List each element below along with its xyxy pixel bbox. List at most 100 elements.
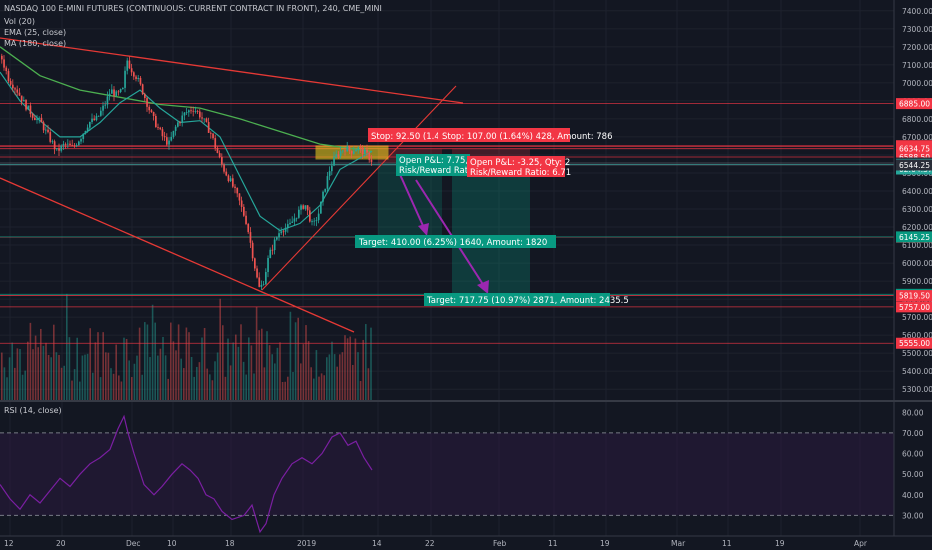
target-label-1[interactable]: Target: 410.00 (6.25%) 1640, Amount: 182… xyxy=(355,235,556,248)
candle-body xyxy=(243,206,245,216)
candle-body xyxy=(27,105,30,110)
candle-body xyxy=(317,213,320,221)
candle-body xyxy=(97,115,100,117)
volume-bar xyxy=(11,342,13,400)
volume-bar xyxy=(313,378,315,400)
candle-body xyxy=(282,231,285,233)
candle-body xyxy=(64,143,67,145)
candle-body xyxy=(278,233,280,238)
volume-bar xyxy=(172,341,175,400)
pnl-label-2-line2: Risk/Reward Ratio: 6.71 xyxy=(470,168,571,178)
volume-bar xyxy=(198,362,201,400)
volume-bar xyxy=(105,352,107,400)
pnl-label-1[interactable]: Open P&L: 7.75, Q Risk/Reward Ratio: xyxy=(396,154,479,176)
rsi-tick-label: 60.00 xyxy=(902,450,924,459)
candle-body xyxy=(265,272,267,285)
volume-bar xyxy=(79,381,81,400)
time-tick-label: Mar xyxy=(671,539,686,548)
candle-body xyxy=(337,154,340,157)
volume-bar xyxy=(175,350,177,400)
volume-bar xyxy=(144,322,146,400)
volume-bar xyxy=(279,342,281,400)
candle-body xyxy=(322,191,324,202)
candle-body xyxy=(38,117,41,119)
candle-body xyxy=(331,165,333,172)
ma-legend[interactable]: MA (180, close) xyxy=(4,39,67,48)
volume-bar xyxy=(339,354,341,400)
rising-support-trendline[interactable] xyxy=(261,85,457,291)
candle-body xyxy=(80,138,82,142)
volume-bar xyxy=(118,375,120,400)
candle-body xyxy=(313,220,316,222)
volume-bar xyxy=(203,327,206,400)
candle-body xyxy=(117,91,120,93)
time-tick-label: 19 xyxy=(775,539,785,548)
stop-label-2[interactable]: Stop: 107.00 (1.64%) 428, Amount: 786 xyxy=(438,128,613,142)
volume-bar xyxy=(211,380,214,400)
candle-body xyxy=(40,117,43,123)
time-axis[interactable]: 12 20 Dec 10 18 2019 14 22 Feb 11 19 Mar 11 19 Apr xyxy=(4,539,868,548)
stop-label-1-text: Stop: 92.50 (1.41 xyxy=(371,132,445,142)
volume-bar xyxy=(94,342,97,400)
candle-body xyxy=(29,105,32,115)
candle-body xyxy=(254,258,256,269)
volume-bar xyxy=(240,324,242,400)
candle-body xyxy=(60,145,63,151)
volume-bar xyxy=(237,346,240,400)
candle-body xyxy=(106,96,109,105)
time-tick-label: Apr xyxy=(854,539,868,548)
volume-bar xyxy=(216,352,219,400)
volume-bar xyxy=(8,357,11,400)
candle-body xyxy=(139,77,142,85)
volume-bar xyxy=(21,374,24,400)
candle-body xyxy=(108,93,111,97)
candle-body xyxy=(56,148,58,150)
candle-body xyxy=(49,132,52,142)
arrow-2-shaft xyxy=(415,179,485,287)
vol-legend[interactable]: Vol (20) xyxy=(4,17,35,26)
rsi-axis[interactable]: 80.00 70.00 60.00 50.00 40.00 30.00 xyxy=(902,408,924,520)
volume-bar xyxy=(84,354,86,400)
price-tick-label: 6200.00 xyxy=(902,223,932,232)
candle-body xyxy=(12,84,14,89)
volume-bar xyxy=(170,322,172,400)
volume-bar xyxy=(284,381,286,400)
volume-bar xyxy=(102,332,104,400)
candle-body xyxy=(309,210,311,222)
long-position-2[interactable] xyxy=(452,149,530,300)
lower-channel-trendline[interactable] xyxy=(0,177,355,333)
candle-body xyxy=(245,215,247,224)
volume-bar xyxy=(297,317,299,400)
candle-body xyxy=(119,89,122,92)
price-tick-label: 5600.00 xyxy=(902,331,932,340)
volume-bar xyxy=(112,373,115,400)
trendlines[interactable] xyxy=(0,37,464,333)
candle-body xyxy=(353,151,355,154)
volume-bar xyxy=(242,361,245,400)
candle-body xyxy=(14,88,16,90)
upper-trendline[interactable] xyxy=(0,37,464,104)
candle-body xyxy=(223,164,225,172)
volume-bar xyxy=(359,380,362,400)
volume-bar xyxy=(73,369,76,400)
volume-bar xyxy=(276,347,279,400)
candle-body xyxy=(326,176,329,189)
rsi-legend[interactable]: RSI (14, close) xyxy=(4,406,62,415)
volume-bar xyxy=(349,336,351,400)
candle-body xyxy=(73,145,76,147)
target-label-2[interactable]: Target: 717.75 (10.97%) 2871, Amount: 24… xyxy=(424,293,629,306)
price-scale-background xyxy=(894,0,932,400)
volume-bar xyxy=(37,347,39,400)
volume-bar xyxy=(177,324,180,400)
volume-bar xyxy=(146,324,149,400)
candle-body xyxy=(31,114,34,118)
stop-label-1[interactable]: Stop: 92.50 (1.41 xyxy=(368,128,445,142)
ema-legend[interactable]: EMA (25, close) xyxy=(4,28,67,37)
volume-bar xyxy=(29,322,32,400)
candle-body xyxy=(141,84,144,95)
candle-body xyxy=(216,148,219,154)
volume-bar xyxy=(268,345,271,400)
pnl-label-2[interactable]: Open P&L: -3.25, Qty: 2 Risk/Reward Rati… xyxy=(467,156,571,178)
candle-body xyxy=(300,205,302,210)
